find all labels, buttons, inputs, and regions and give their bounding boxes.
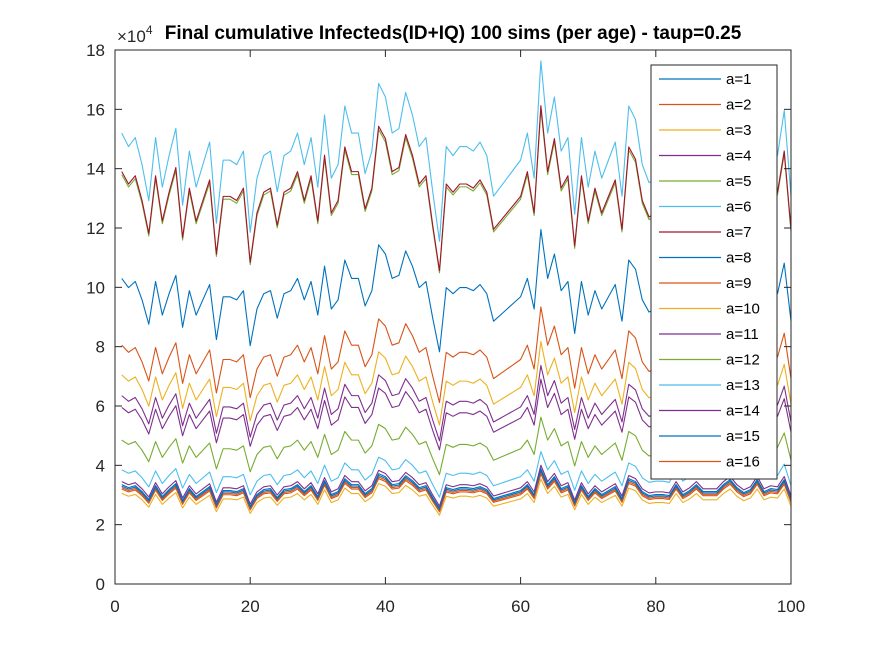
- x-tick-label: 80: [646, 597, 665, 616]
- series-line-15: [121, 469, 792, 511]
- legend-label: a=12: [726, 352, 760, 369]
- legend-label: a=14: [726, 403, 760, 420]
- legend-label: a=7: [726, 224, 751, 241]
- legend-label: a=5: [726, 173, 751, 190]
- legend-label: a=8: [726, 250, 751, 267]
- series-line-16: [121, 473, 792, 513]
- y-tick-label: 16: [86, 100, 105, 119]
- series-line-3: [121, 478, 792, 516]
- y-tick-label: 2: [96, 516, 105, 535]
- y-tick-label: 6: [96, 397, 105, 416]
- series-line-14: [121, 464, 792, 507]
- y-tick-label: 4: [96, 456, 105, 475]
- y-tick-label: 14: [86, 160, 105, 179]
- legend-label: a=11: [726, 326, 759, 343]
- y-axis-multiplier: ×104: [117, 23, 153, 46]
- axes-layer: 0 20 40 60 80 100 0 2 4 6 8 10 12 14 16 18: [86, 41, 805, 616]
- y-axis-multiplier-exponent: 4: [146, 23, 153, 37]
- legend-label: a=1: [726, 71, 751, 88]
- y-tick-label: 10: [86, 278, 105, 297]
- legend-label: a=15: [726, 428, 760, 445]
- y-tick-label: 8: [96, 338, 105, 357]
- series-line-2: [121, 471, 792, 512]
- legend-label: a=16: [726, 454, 760, 471]
- legend-label: a=10: [726, 301, 760, 318]
- x-tick-label: 0: [110, 597, 119, 616]
- legend-label: a=4: [726, 148, 751, 165]
- series-line-1: [121, 468, 792, 510]
- axes-box: [114, 49, 792, 585]
- legend-label: a=3: [726, 122, 751, 139]
- x-tick-label: 40: [376, 597, 395, 616]
- y-tick-label: 0: [96, 575, 105, 594]
- x-tick-label: 100: [777, 597, 805, 616]
- legend: a=1 a=2 a=3 a=4 a=5 a=6 a=7 a=8 a=9 a=10 a=11 a=12 a…: [650, 64, 778, 480]
- x-tick-label: 60: [511, 597, 530, 616]
- y-tick-label: 18: [86, 41, 105, 60]
- chart-title: Final cumulative Infecteds(ID+IQ) 100 si…: [165, 23, 742, 44]
- legend-label: a=13: [726, 377, 760, 394]
- y-tick-label: 12: [86, 219, 105, 238]
- y-axis-multiplier-base: ×10: [117, 27, 146, 46]
- legend-label: a=2: [726, 97, 751, 114]
- x-tick-label: 20: [241, 597, 260, 616]
- legend-label: a=9: [726, 275, 751, 292]
- legend-label: a=6: [726, 199, 751, 216]
